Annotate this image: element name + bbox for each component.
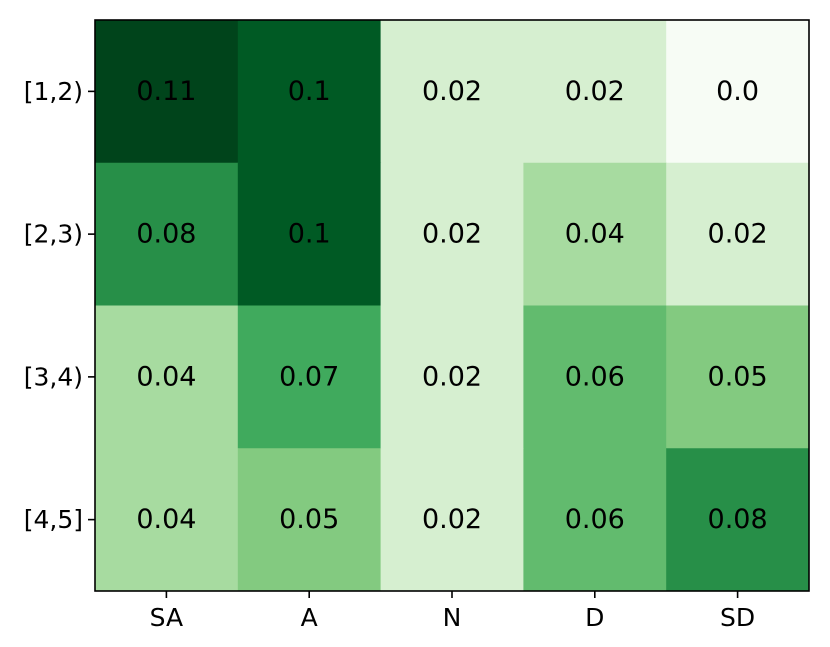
cell-value-label: 0.11 <box>136 76 196 107</box>
x-tick-label: D <box>585 603 604 632</box>
heatmap-cell <box>380 305 524 449</box>
x-tick-label: SD <box>720 603 755 632</box>
cell-value-label: 0.04 <box>136 504 196 535</box>
cell-value-label: 0.02 <box>565 76 625 107</box>
cell-value-label: 0.04 <box>136 361 196 392</box>
heatmap-cell <box>523 162 667 306</box>
x-axis: SA A N D SD <box>150 591 755 632</box>
heatmap-cell <box>666 20 810 164</box>
heatmap-value-labels: 0.11 0.1 0.02 0.02 0.0 0.08 0.1 0.02 0.04 0.02 0.0… <box>136 76 767 535</box>
heatmap-cell <box>237 448 382 592</box>
heatmap-cell <box>666 162 810 306</box>
heatmap-cell <box>237 162 382 306</box>
heatmap-cell <box>237 305 382 449</box>
heatmap-cell <box>95 162 239 306</box>
heatmap-cell <box>237 20 382 164</box>
cell-value-label: 0.0 <box>716 76 759 107</box>
y-tick-label: [3,4) <box>24 362 83 391</box>
cell-value-label: 0.08 <box>708 504 768 535</box>
cell-value-label: 0.05 <box>279 504 339 535</box>
y-tick-label: [2,3) <box>24 220 83 249</box>
cell-value-label: 0.1 <box>288 76 331 107</box>
heatmap-cell <box>95 305 239 449</box>
heatmap-cell <box>523 448 667 592</box>
heatmap-cell <box>95 20 239 164</box>
heatmap-cell <box>380 20 524 164</box>
cell-value-label: 0.02 <box>422 504 482 535</box>
cell-value-label: 0.02 <box>422 76 482 107</box>
x-tick-label: SA <box>150 603 183 632</box>
cell-value-label: 0.05 <box>708 361 768 392</box>
cell-value-label: 0.02 <box>708 219 768 250</box>
cell-value-label: 0.07 <box>279 361 339 392</box>
x-tick-label: A <box>301 603 318 632</box>
heatmap-cell <box>380 448 524 592</box>
heatmap-cell <box>380 162 524 306</box>
cell-value-label: 0.06 <box>565 504 625 535</box>
heatmap-cell <box>666 448 810 592</box>
y-axis: [1,2) [2,3) [3,4) [4,5] <box>24 77 95 534</box>
heatmap-cell <box>523 305 667 449</box>
cell-value-label: 0.04 <box>565 219 625 250</box>
cell-value-label: 0.06 <box>565 361 625 392</box>
heatmap-cell <box>666 305 810 449</box>
y-tick-label: [1,2) <box>24 77 83 106</box>
heatmap-cell <box>95 448 239 592</box>
cell-value-label: 0.02 <box>422 361 482 392</box>
x-tick-label: N <box>443 603 462 632</box>
heatmap-cell <box>523 20 667 164</box>
cell-value-label: 0.08 <box>136 219 196 250</box>
y-tick-label: [4,5] <box>24 505 83 534</box>
cell-value-label: 0.1 <box>288 219 331 250</box>
heatmap-cells <box>95 20 810 592</box>
cell-value-label: 0.02 <box>422 219 482 250</box>
